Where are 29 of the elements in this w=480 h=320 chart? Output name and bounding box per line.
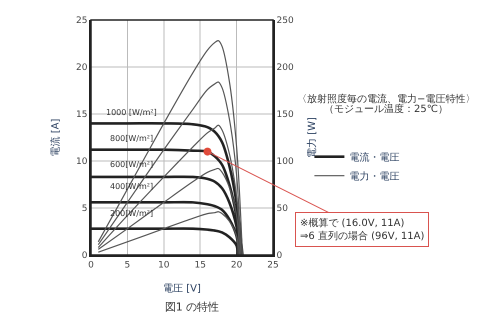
y2-tick-label: 150 (276, 110, 294, 120)
text: 図1 の特性 (164, 300, 220, 314)
y2-tick-label: 200 (276, 63, 294, 74)
x-axis-title: 電圧 [V] (163, 284, 202, 295)
annotation: 800[W/m²] (110, 134, 154, 143)
y-tick-label: 20 (76, 63, 88, 74)
y2-tick-label: 250 (276, 16, 294, 26)
legend-label: 電流・電圧 (349, 152, 400, 164)
x-tick-label: 5 (124, 260, 130, 271)
y-tick-label: 10 (76, 157, 88, 168)
y-tick-label: 25 (76, 16, 88, 26)
y2-tick-label: 100 (276, 157, 294, 168)
x-tick-label: 0 (88, 260, 94, 271)
x-tick-label: 15 (194, 260, 206, 271)
text: 〈放射照度毎の電流、電力−電圧特性〉 (297, 93, 476, 105)
y2-tick-label: 0 (276, 251, 283, 262)
y2-axis-title: 電力 [W] (306, 116, 318, 158)
text: （モジュール温度：25℃） (324, 103, 448, 115)
x-tick-label: 25 (267, 260, 279, 271)
x-tick-label: 20 (230, 260, 243, 271)
annotation: ※概算で (16.0V, 11A) ⇒6 直列の場合 (96V, 11A) (300, 217, 424, 242)
legend-label: 電力・電圧 (349, 170, 400, 183)
y-tick-label: 15 (76, 110, 88, 120)
y-tick-label: 5 (82, 204, 88, 214)
annotation: 1000 [W/m²] (106, 108, 157, 117)
y2-tick-label: 50 (276, 204, 288, 214)
y-tick-label: 0 (82, 251, 88, 262)
y-axis-title: 電流 [A] (49, 118, 62, 156)
x-tick-label: 10 (158, 260, 170, 271)
